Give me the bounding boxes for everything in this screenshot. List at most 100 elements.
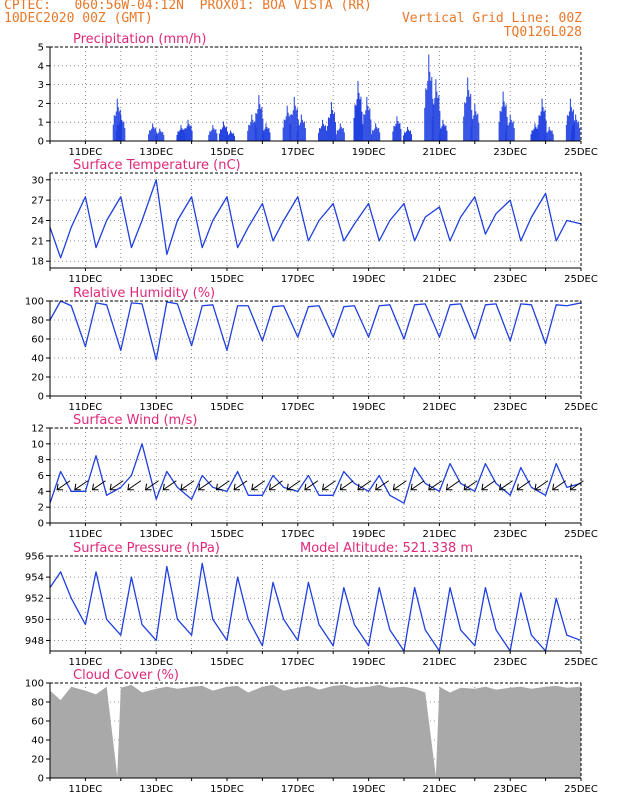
pressure-xtick-label: 19DEC <box>352 657 386 668</box>
precipitation-bar <box>567 115 569 141</box>
precipitation-bar <box>535 126 537 141</box>
precipitation-bar <box>116 130 118 141</box>
precipitation-bar <box>508 122 510 141</box>
precipitation-bar <box>536 128 538 141</box>
wind-arrow <box>216 480 230 491</box>
precipitation-bar <box>432 103 434 141</box>
precipitation-bar <box>330 102 332 141</box>
pressure-xtick-label: 21DEC <box>423 657 457 668</box>
precipitation-ytick-label: 2 <box>38 99 44 110</box>
precipitation-bar <box>340 126 342 141</box>
temperature-line <box>49 179 582 259</box>
precipitation-bar <box>360 96 362 141</box>
precipitation-bar <box>428 54 430 142</box>
precipitation-bar <box>178 131 180 141</box>
pressure-ytick-label: 956 <box>25 552 44 563</box>
precipitation-bar <box>441 126 443 141</box>
precipitation-bar <box>335 134 337 141</box>
wind-ytick-label: 10 <box>31 439 44 450</box>
precipitation-bar <box>215 129 217 141</box>
humidity-ytick-label: 100 <box>25 297 44 308</box>
precipitation-bar <box>339 123 341 141</box>
precipitation-xtick-label: 11DEC <box>69 147 103 158</box>
precipitation-bar <box>410 130 412 141</box>
precipitation-bar <box>226 136 228 141</box>
precipitation-bar <box>505 130 507 141</box>
precipitation-bar <box>292 110 294 141</box>
wind-arrow <box>499 480 513 491</box>
precipitation-bar <box>112 124 114 141</box>
precipitation-bar <box>303 121 305 141</box>
humidity-plot-area <box>50 301 581 396</box>
precipitation-bar <box>501 106 503 141</box>
wind-ytick-label: 2 <box>38 503 44 514</box>
precipitation-bar <box>160 131 162 141</box>
precipitation-bar <box>248 124 250 141</box>
precipitation-bar <box>549 129 551 141</box>
wind-arrow-head <box>569 483 577 491</box>
precipitation-bar <box>323 124 325 141</box>
wind-arrow-head <box>180 483 187 491</box>
precipitation-ytick-label: 5 <box>38 43 44 54</box>
wind-xtick-label: 23DEC <box>493 529 527 540</box>
precipitation-bar <box>565 124 567 141</box>
precipitation-bar <box>261 107 263 141</box>
precipitation-bar <box>426 89 428 141</box>
precipitation-bar <box>301 119 303 141</box>
precipitation-bar <box>572 109 574 141</box>
wind-arrow-head <box>286 483 294 491</box>
precipitation-title: Precipitation (mm/h) <box>73 32 206 47</box>
wind-arrow-head <box>162 483 170 491</box>
wind-arrow <box>446 480 460 491</box>
precipitation-bar <box>575 114 577 141</box>
wind-arrow-head <box>304 483 311 491</box>
cloud-cover-ytick-label: 40 <box>31 736 44 747</box>
precipitation-bar <box>338 128 340 141</box>
precipitation-bar <box>213 128 215 141</box>
precipitation-bar <box>221 127 223 141</box>
precipitation-bar <box>427 80 429 141</box>
precipitation-bar <box>532 130 534 141</box>
precipitation-bar <box>304 128 306 141</box>
cloud-cover-xtick-label: 15DEC <box>210 784 244 795</box>
humidity-xtick-label: 23DEC <box>493 402 527 413</box>
precipitation-bar <box>302 122 304 141</box>
precipitation-bar <box>324 126 326 141</box>
precipitation-bar <box>177 131 179 141</box>
precipitation-bar <box>398 123 400 141</box>
wind-arrow <box>516 480 531 491</box>
precipitation-bar <box>326 130 328 141</box>
temperature-ytick-label: 21 <box>31 236 44 247</box>
precipitation-bar <box>293 96 295 141</box>
cloud-cover-xtick-label: 25DEC <box>564 784 598 795</box>
precipitation-bar <box>327 117 329 141</box>
precipitation-bar <box>332 113 334 141</box>
wind-ytick-label: 6 <box>38 471 44 482</box>
precipitation-bar <box>540 111 542 141</box>
pressure-ytick-label: 952 <box>25 594 44 605</box>
precipitation-bar <box>119 122 121 141</box>
precipitation-bar <box>513 128 515 141</box>
precipitation-bar <box>163 134 165 141</box>
precipitation-bar <box>361 111 363 141</box>
precipitation-bar <box>571 130 573 141</box>
humidity-xtick-label: 15DEC <box>210 402 244 413</box>
precipitation-bar <box>446 130 448 141</box>
precipitation-bar <box>254 123 256 141</box>
precipitation-bar <box>189 126 191 141</box>
precipitation-bar <box>152 123 154 141</box>
precipitation-bar <box>356 99 358 141</box>
precipitation-bar <box>176 134 178 141</box>
precipitation-bar <box>261 134 263 141</box>
pressure-xtick-label: 25DEC <box>564 657 598 668</box>
humidity-xtick-label: 11DEC <box>69 402 103 413</box>
wind-arrow-head <box>463 483 471 491</box>
precipitation-bar <box>247 130 249 141</box>
precipitation-bar <box>537 124 539 141</box>
precipitation-bar <box>227 134 229 141</box>
precipitation-bar <box>124 128 126 141</box>
precipitation-bar <box>478 122 480 141</box>
wind-arrow <box>357 480 372 491</box>
precipitation-bar <box>548 126 550 141</box>
precipitation-bar <box>404 132 406 141</box>
